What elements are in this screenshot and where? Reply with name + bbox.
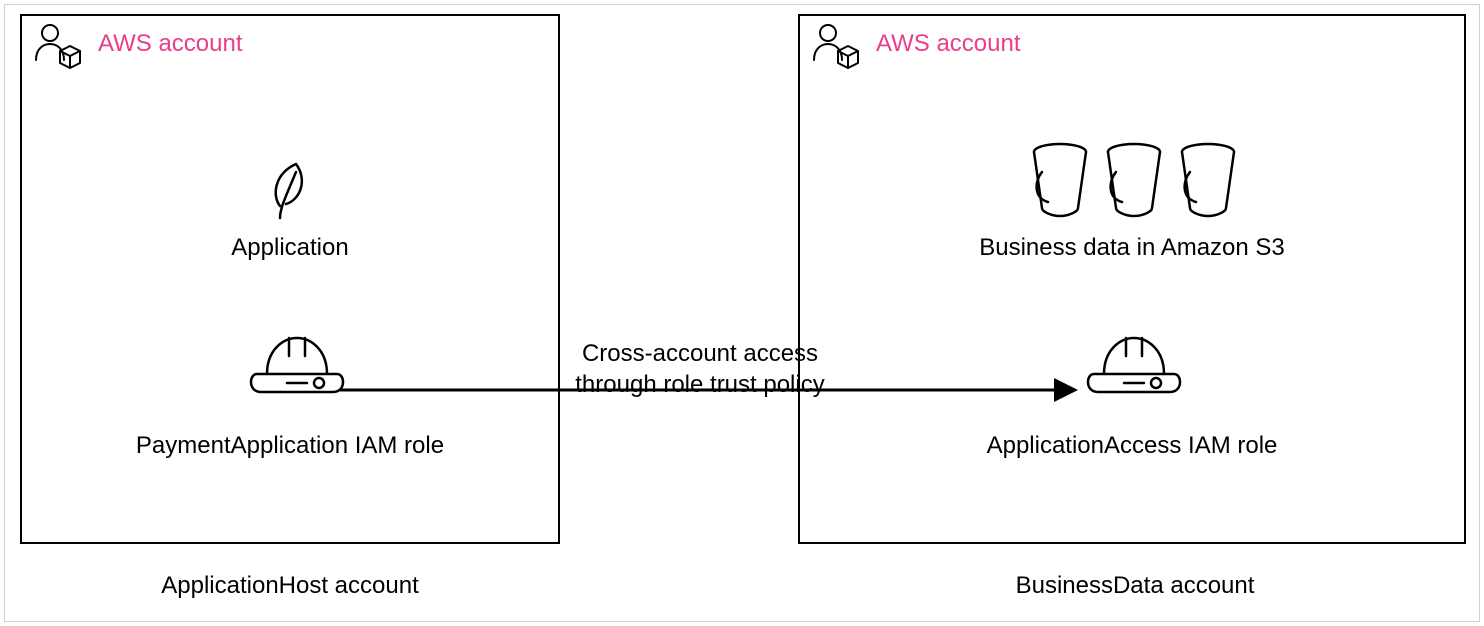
buckets-icon [1024,134,1244,222]
aws-account-icon [32,22,88,72]
caption-applicationhost: ApplicationHost account [100,572,480,600]
account-title-left: AWS account [98,30,243,58]
account-box-businessdata: AWS account [798,14,1466,544]
edge-label-line2: through role trust policy [530,369,870,400]
s3-buckets-label: Business data in Amazon S3 [800,234,1464,262]
hardhat-icon [247,326,347,406]
edge-label-line1: Cross-account access [530,338,870,369]
account-box-applicationhost: AWS account Application [20,14,560,544]
caption-businessdata: BusinessData account [965,572,1305,600]
payment-role-label: PaymentApplication IAM role [22,432,558,460]
account-header-left: AWS account [32,22,243,72]
access-role-label: ApplicationAccess IAM role [800,432,1464,460]
account-title-right: AWS account [876,30,1021,58]
edge-label: Cross-account access through role trust … [530,338,870,400]
hardhat-icon [1084,326,1184,406]
application-label: Application [22,234,558,262]
account-header-right: AWS account [810,22,1021,72]
aws-account-icon [810,22,866,72]
leaf-icon [266,156,318,226]
